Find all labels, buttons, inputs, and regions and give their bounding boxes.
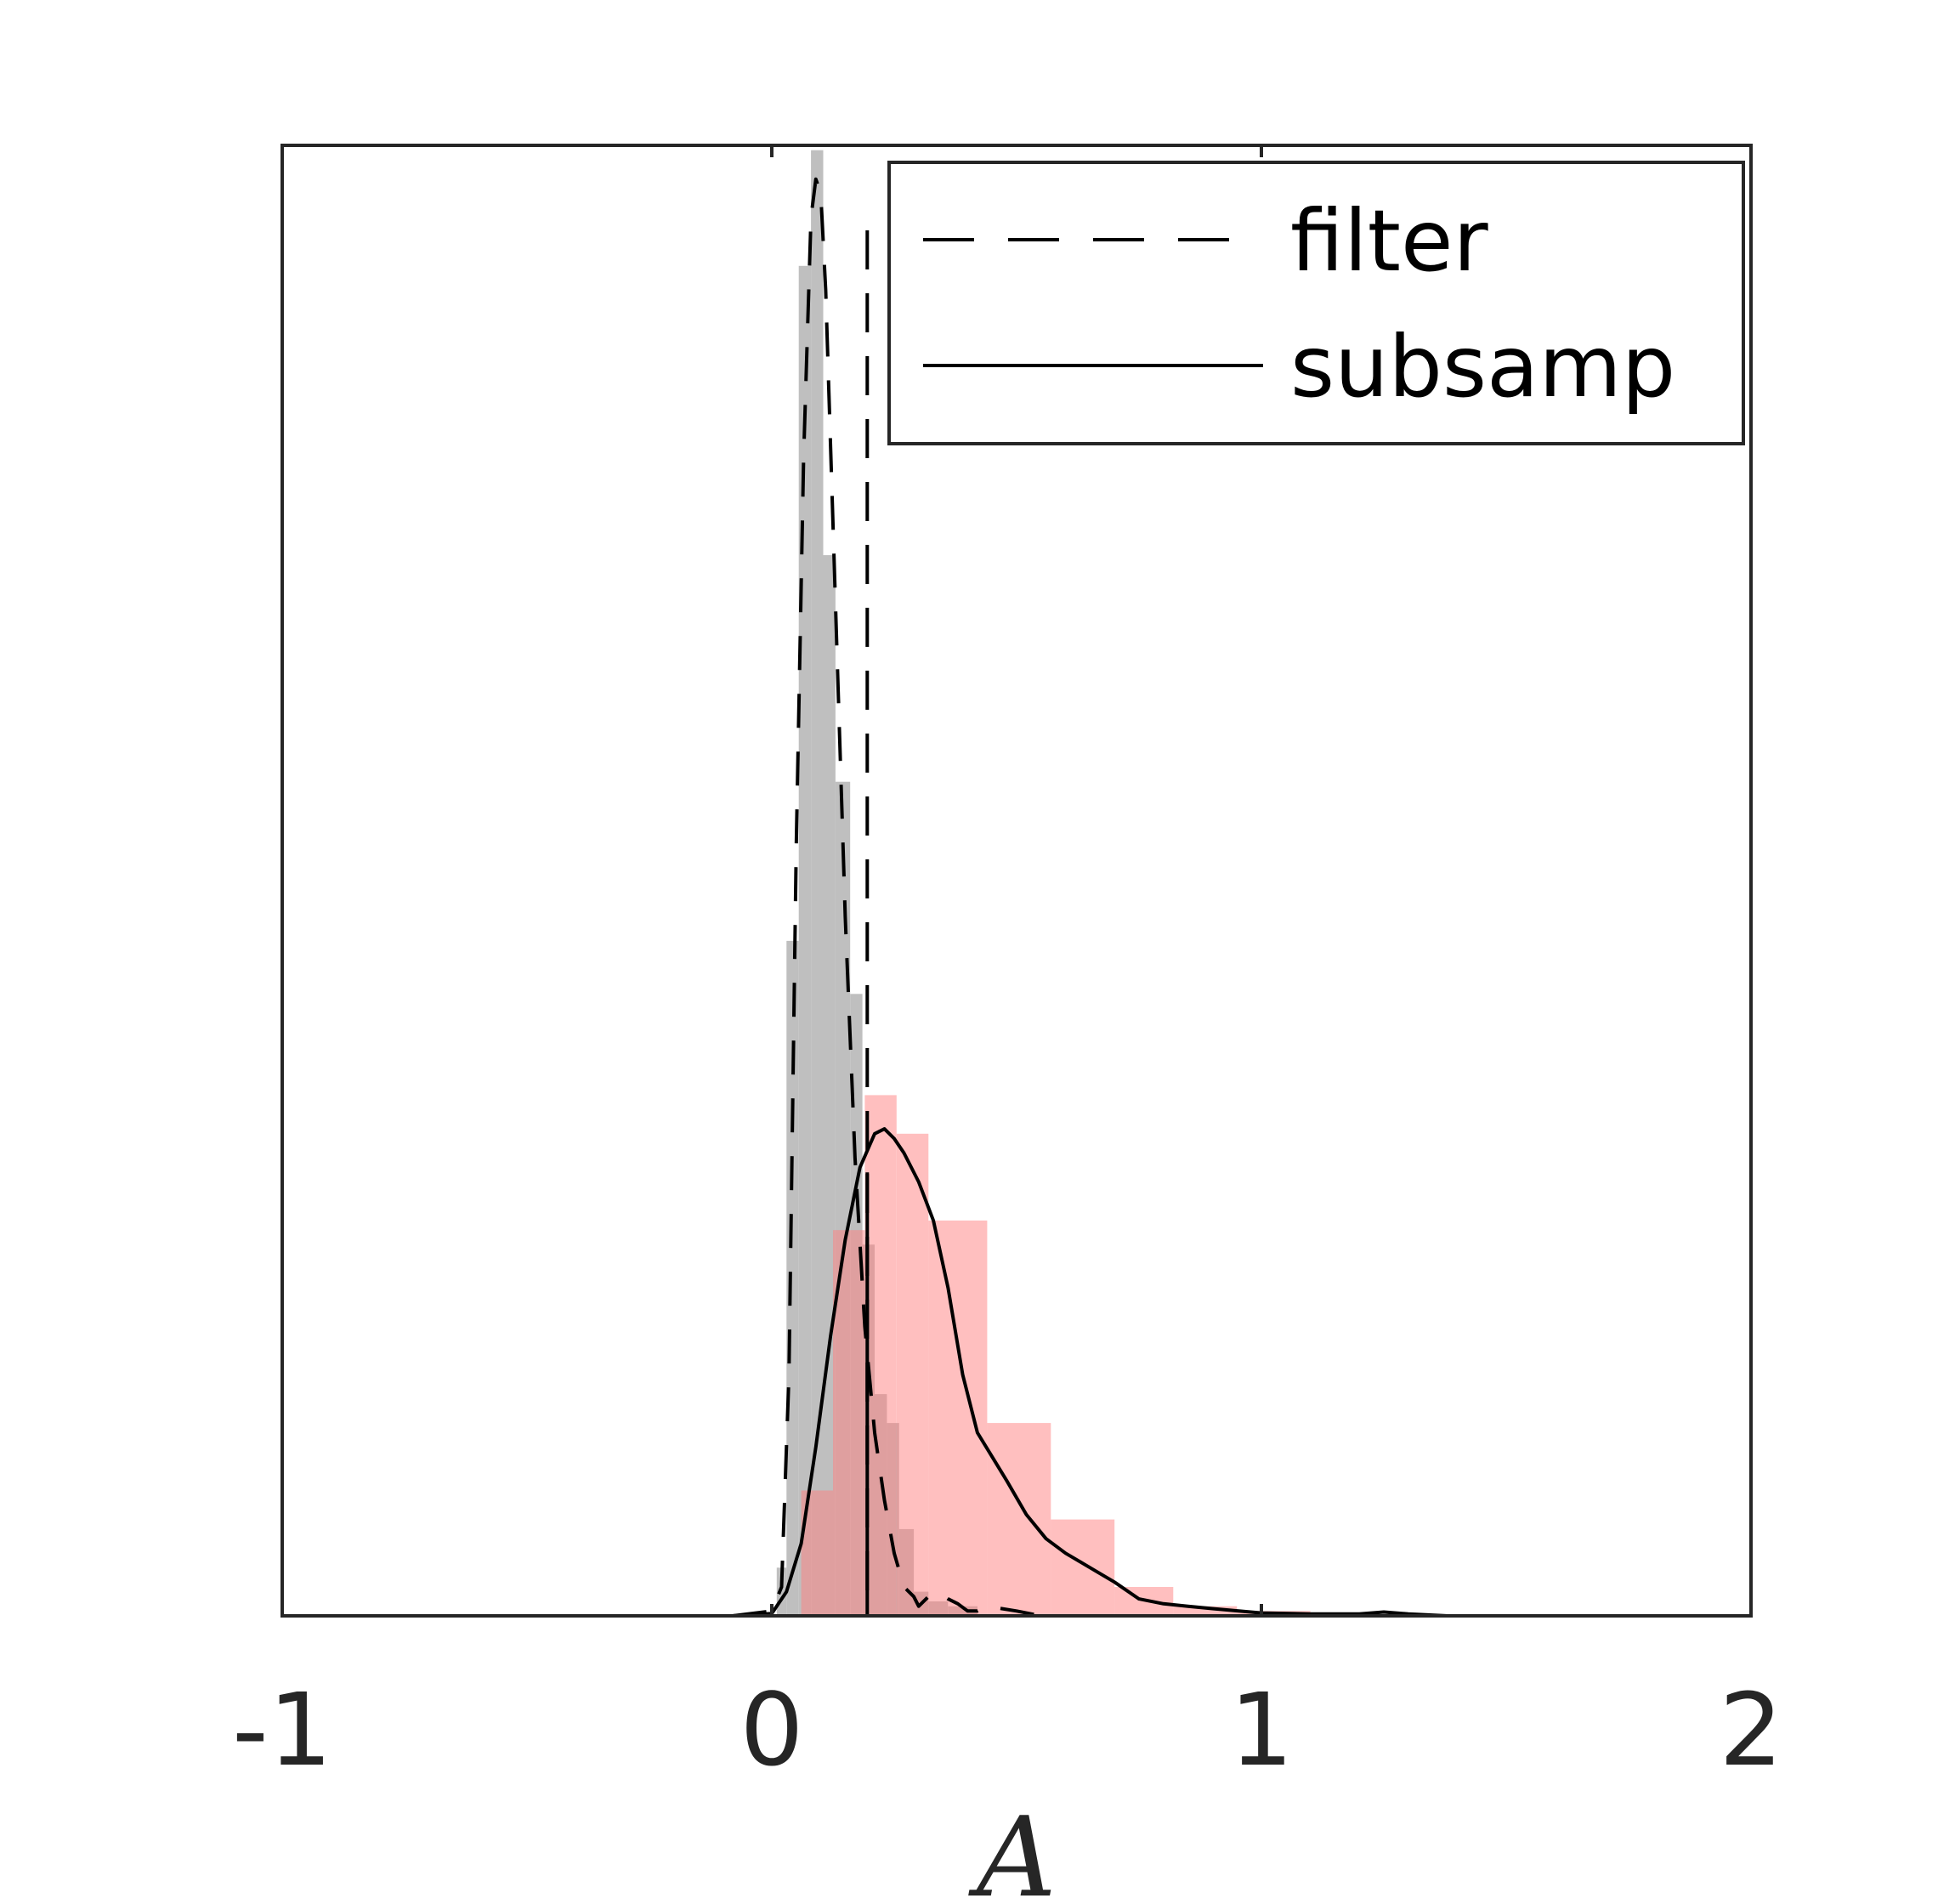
hist-bar-filter-4 [823, 555, 836, 1616]
legend-subsamp-label: subsamp [1290, 317, 1675, 416]
x-axis-label: A [968, 1793, 1057, 1904]
hist-bar-subsamp-2 [864, 1095, 897, 1616]
hist-bar-subsamp-5 [987, 1423, 1051, 1616]
hist-bar-filter-0 [776, 1567, 787, 1616]
x-tick-label-2: 1 [1229, 1671, 1293, 1788]
hist-bar-subsamp-3 [896, 1133, 929, 1616]
hist-bar-filter-1 [786, 940, 799, 1616]
x-tick-label-1: 0 [740, 1671, 803, 1788]
density-lines [732, 177, 1448, 1618]
legend: filter subsamp [887, 161, 1745, 445]
legend-frame [887, 161, 1745, 445]
x-tick-label-0: -1 [232, 1671, 332, 1788]
x-axis-ticks: -1 0 1 2 [232, 145, 1783, 1788]
density-line-filter [732, 177, 1066, 1618]
hist-bar-filter-3 [811, 150, 824, 1617]
hist-bar-subsamp-6 [1051, 1519, 1115, 1616]
x-tick-label-3: 2 [1719, 1671, 1782, 1788]
legend-filter-label: filter [1290, 191, 1489, 291]
hist-bar-subsamp-8 [1173, 1606, 1238, 1616]
density-line-subsamp [732, 1127, 1448, 1618]
hist-bar-subsamp-4 [928, 1220, 988, 1616]
plot-frame [280, 144, 1753, 1618]
